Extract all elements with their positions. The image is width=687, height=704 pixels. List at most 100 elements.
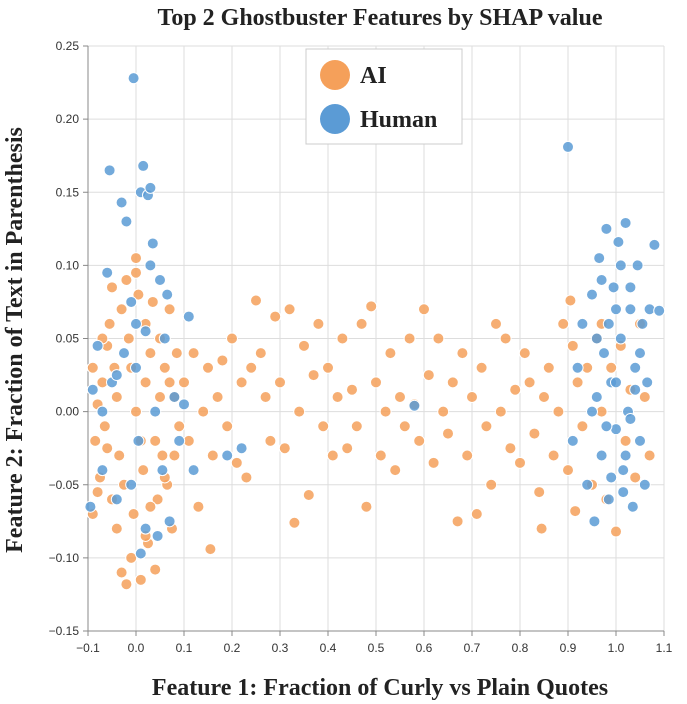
data-point-human <box>619 449 632 462</box>
data-point-human <box>161 288 174 301</box>
data-point-human <box>590 332 603 345</box>
data-point-ai <box>202 361 214 374</box>
data-point-human <box>607 281 620 294</box>
y-tick-label: 0.10 <box>56 258 80 272</box>
data-point-ai <box>91 486 104 499</box>
data-point-human <box>653 304 666 317</box>
data-point-ai <box>110 522 123 535</box>
data-point-ai <box>398 420 411 433</box>
data-point-human <box>182 310 195 323</box>
data-point-ai <box>274 376 286 389</box>
data-point-human <box>187 464 200 477</box>
data-point-human <box>571 361 584 374</box>
data-point-ai <box>610 525 622 538</box>
data-point-ai <box>350 420 363 433</box>
data-point-ai <box>139 376 152 389</box>
legend: AI Human <box>305 48 463 145</box>
data-point-ai <box>204 543 217 556</box>
chart-title: Top 2 Ghostbuster Features by SHAP value <box>158 5 603 31</box>
data-point-ai <box>569 505 582 518</box>
data-point-human <box>566 434 579 447</box>
data-point-ai <box>638 391 651 403</box>
data-point-human <box>624 281 637 294</box>
data-point-ai <box>197 405 210 418</box>
data-point-ai <box>566 339 579 352</box>
data-point-ai <box>120 274 133 286</box>
data-point-ai <box>137 464 150 477</box>
y-tick-label: −0.05 <box>49 478 80 492</box>
data-point-ai <box>451 515 464 528</box>
data-point-human <box>151 529 164 542</box>
data-point-ai <box>250 294 262 307</box>
data-point-ai <box>240 471 253 484</box>
data-point-ai <box>437 405 450 418</box>
points-layer <box>84 72 666 591</box>
data-point-ai <box>317 420 330 433</box>
data-point-ai <box>564 294 577 307</box>
data-point-ai <box>326 449 339 462</box>
data-point-ai <box>523 376 536 389</box>
data-point-ai <box>187 347 200 360</box>
data-point-ai <box>394 391 406 403</box>
data-point-ai <box>379 405 392 418</box>
data-point-ai <box>151 493 164 506</box>
data-point-human <box>629 383 642 396</box>
data-point-human <box>586 288 598 301</box>
data-point-human <box>617 486 630 499</box>
data-point-ai <box>571 376 584 389</box>
data-point-ai <box>374 449 387 462</box>
data-point-human <box>139 522 152 535</box>
data-point-ai <box>494 405 507 418</box>
data-point-ai <box>89 434 102 447</box>
data-point-ai <box>547 449 560 462</box>
data-point-human <box>617 464 630 477</box>
data-point-ai <box>485 478 498 491</box>
data-point-ai <box>168 449 181 462</box>
data-point-human <box>91 339 104 352</box>
data-point-ai <box>288 516 301 529</box>
data-point-ai <box>115 566 128 579</box>
x-tick-label: −0.1 <box>76 641 100 655</box>
x-tick-label: 0.5 <box>368 641 385 655</box>
data-point-ai <box>127 508 140 520</box>
data-point-human <box>115 196 128 209</box>
data-point-ai <box>312 317 325 330</box>
data-point-ai <box>98 420 111 433</box>
data-point-human <box>610 303 622 316</box>
data-point-human <box>612 235 625 248</box>
data-point-human <box>590 391 603 403</box>
data-point-ai <box>130 266 142 279</box>
data-point-human <box>593 252 606 265</box>
data-point-human <box>586 405 598 418</box>
data-point-human <box>158 332 171 345</box>
data-point-human <box>84 500 97 513</box>
data-point-ai <box>163 376 176 389</box>
data-point-ai <box>110 391 123 403</box>
y-tick-label: −0.10 <box>49 551 80 565</box>
data-point-ai <box>134 573 147 586</box>
data-point-ai <box>144 347 157 360</box>
data-point-ai <box>552 405 565 418</box>
data-point-human <box>600 222 613 235</box>
data-point-human <box>139 325 152 338</box>
data-point-human <box>641 376 654 389</box>
data-point-ai <box>170 347 183 360</box>
data-point-ai <box>322 361 334 374</box>
series-ai <box>86 252 656 591</box>
x-tick-label: 1.0 <box>608 641 625 655</box>
data-point-ai <box>115 303 128 316</box>
data-point-ai <box>643 449 656 462</box>
data-point-ai <box>542 361 555 374</box>
data-point-human <box>576 317 589 330</box>
data-point-human <box>629 361 642 374</box>
data-point-ai <box>427 456 440 469</box>
data-point-human <box>624 303 637 316</box>
data-point-ai <box>456 347 469 360</box>
data-point-ai <box>461 449 474 462</box>
data-point-ai <box>504 442 517 455</box>
x-axis-label: Feature 1: Fraction of Curly vs Plain Qu… <box>152 675 608 701</box>
data-point-human <box>408 399 421 412</box>
data-point-ai <box>514 456 526 469</box>
data-point-ai <box>216 354 229 367</box>
data-point-ai <box>336 332 349 345</box>
